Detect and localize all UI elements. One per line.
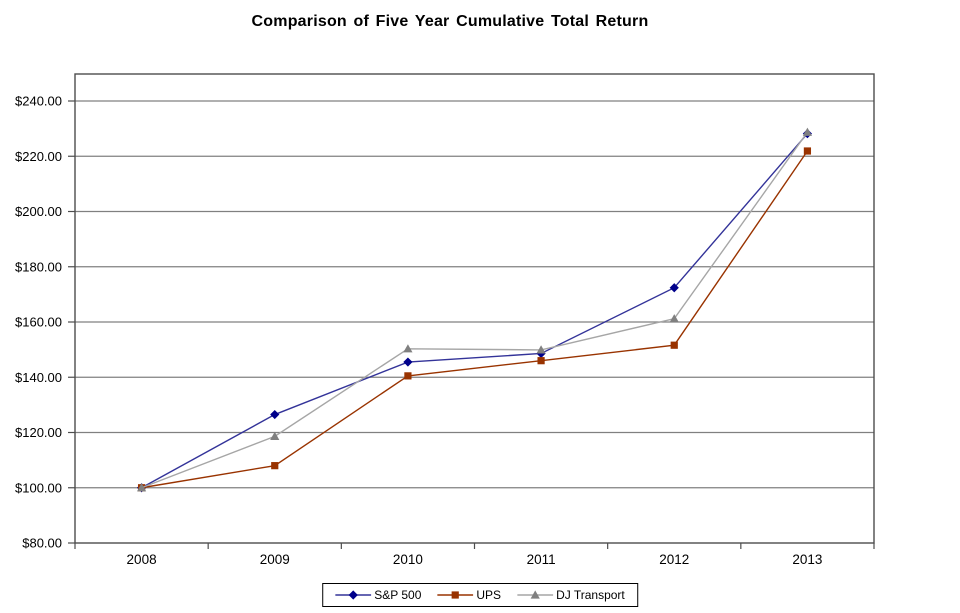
data-point-dj-transport xyxy=(403,344,413,353)
series-line-s-p-500 xyxy=(141,133,808,489)
data-point-s-p-500 xyxy=(669,283,679,293)
x-tick-label: 2013 xyxy=(792,552,822,567)
y-tick-label: $160.00 xyxy=(15,315,62,330)
legend-swatch-marker xyxy=(530,590,540,599)
y-tick-label: $100.00 xyxy=(15,480,62,495)
y-tick-label: $200.00 xyxy=(15,204,62,219)
legend-item-dj-transport: DJ Transport xyxy=(517,588,625,602)
legend-item-sp500: S&P 500 xyxy=(335,588,421,602)
x-tick-label: 2008 xyxy=(127,552,157,567)
y-tick-label: $180.00 xyxy=(15,259,62,274)
data-point-ups xyxy=(803,147,812,155)
chart-title: Comparison of Five Year Cumulative Total… xyxy=(251,13,649,30)
data-point-dj-transport xyxy=(536,345,546,354)
data-point-ups xyxy=(670,341,678,349)
y-tick-label: $240.00 xyxy=(15,94,62,109)
data-point-ups xyxy=(271,462,279,470)
data-point-dj-transport xyxy=(802,127,813,136)
x-tick-label: 2010 xyxy=(393,552,423,567)
x-tick-label: 2012 xyxy=(659,552,689,567)
data-point-s-p-500 xyxy=(270,409,280,420)
x-tick-label: 2011 xyxy=(527,552,556,567)
series-line-ups xyxy=(141,150,808,489)
legend-swatch-marker xyxy=(348,590,358,600)
legend-item-ups: UPS xyxy=(437,588,501,602)
y-tick-label: $140.00 xyxy=(15,370,62,385)
series-line-dj-transport xyxy=(141,131,808,489)
dj-transport-line-marker-swatch xyxy=(517,590,554,599)
data-point-ups xyxy=(404,372,412,380)
y-tick-label: $120.00 xyxy=(15,425,62,440)
y-tick-label: $80.00 xyxy=(22,536,62,551)
data-point-dj-transport xyxy=(669,314,679,323)
data-point-ups xyxy=(537,357,545,365)
legend-swatch-marker xyxy=(451,591,459,599)
chart-legend: S&P 500 UPS DJ Transport xyxy=(322,583,638,607)
legend-label-ups: UPS xyxy=(476,588,502,602)
sp500-line-marker-swatch xyxy=(335,590,372,600)
x-tick-label: 2009 xyxy=(260,552,290,567)
plot-border xyxy=(74,73,875,544)
data-point-s-p-500 xyxy=(403,357,413,367)
legend-label-dj-transport: DJ Transport xyxy=(556,588,625,602)
ups-line-marker-swatch xyxy=(437,591,474,599)
legend-label-sp500: S&P 500 xyxy=(374,588,422,602)
data-point-dj-transport xyxy=(136,483,147,492)
y-tick-label: $220.00 xyxy=(15,149,62,164)
data-point-dj-transport xyxy=(270,431,280,440)
